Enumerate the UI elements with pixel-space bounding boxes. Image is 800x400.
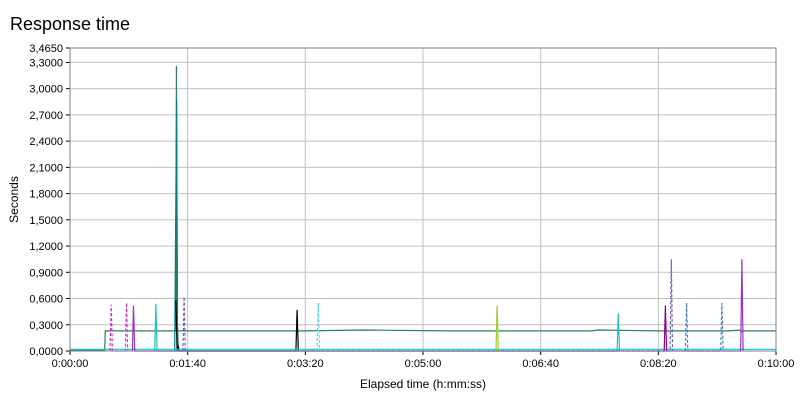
x-tick-label: 0:08:20 xyxy=(640,358,677,370)
series-line-2 xyxy=(174,99,179,352)
y-tick-label: 2,1000 xyxy=(29,162,63,174)
series-line-8 xyxy=(154,303,621,352)
series-line-5 xyxy=(109,302,129,352)
y-tick-label: 3,3000 xyxy=(29,57,63,69)
x-axis-label: Elapsed time (h:mm:ss) xyxy=(360,377,486,391)
plot-area xyxy=(69,47,777,352)
chart-title: Response time xyxy=(10,14,130,34)
series-line-3 xyxy=(175,300,299,352)
y-tick-label: 3,0000 xyxy=(29,84,63,96)
y-tick-label: 0,9000 xyxy=(29,267,63,279)
x-tick-label: 0:10:00 xyxy=(758,358,795,370)
series-line-10 xyxy=(316,302,321,352)
y-tick-label: 1,8000 xyxy=(29,189,63,201)
series-line-6 xyxy=(131,259,744,352)
x-tick-label: 0:06:40 xyxy=(522,358,559,370)
y-axis-ticks: 0,0000 0,3000 0,6000 0,9000 1,2000 1,5000 1,80… xyxy=(29,43,70,358)
y-tick-label: 0,3000 xyxy=(29,320,63,332)
y-axis-label: Seconds xyxy=(7,176,21,223)
x-axis-ticks: 0:00:00 0:01:40 0:03:20 0:05:00 0:06:40 0:08:… xyxy=(52,351,795,370)
series-line-7 xyxy=(663,305,668,352)
y-tick-label: 3,4650 xyxy=(29,43,63,55)
y-tick-label: 2,4000 xyxy=(29,136,63,148)
y-tick-label: 2,7000 xyxy=(29,110,63,122)
series-line-9 xyxy=(182,259,674,352)
x-tick-label: 0:00:00 xyxy=(52,358,89,370)
x-tick-label: 0:03:20 xyxy=(287,358,324,370)
y-tick-label: 0,0000 xyxy=(29,346,63,358)
y-tick-label: 0,6000 xyxy=(29,294,63,306)
y-tick-label: 1,5000 xyxy=(29,215,63,227)
series-line-1 xyxy=(70,65,776,351)
series-line-11 xyxy=(495,305,499,352)
y-tick-label: 1,2000 xyxy=(29,241,63,253)
x-tick-label: 0:05:00 xyxy=(405,358,442,370)
series-line-12 xyxy=(684,302,724,352)
x-tick-label: 0:01:40 xyxy=(169,358,206,370)
